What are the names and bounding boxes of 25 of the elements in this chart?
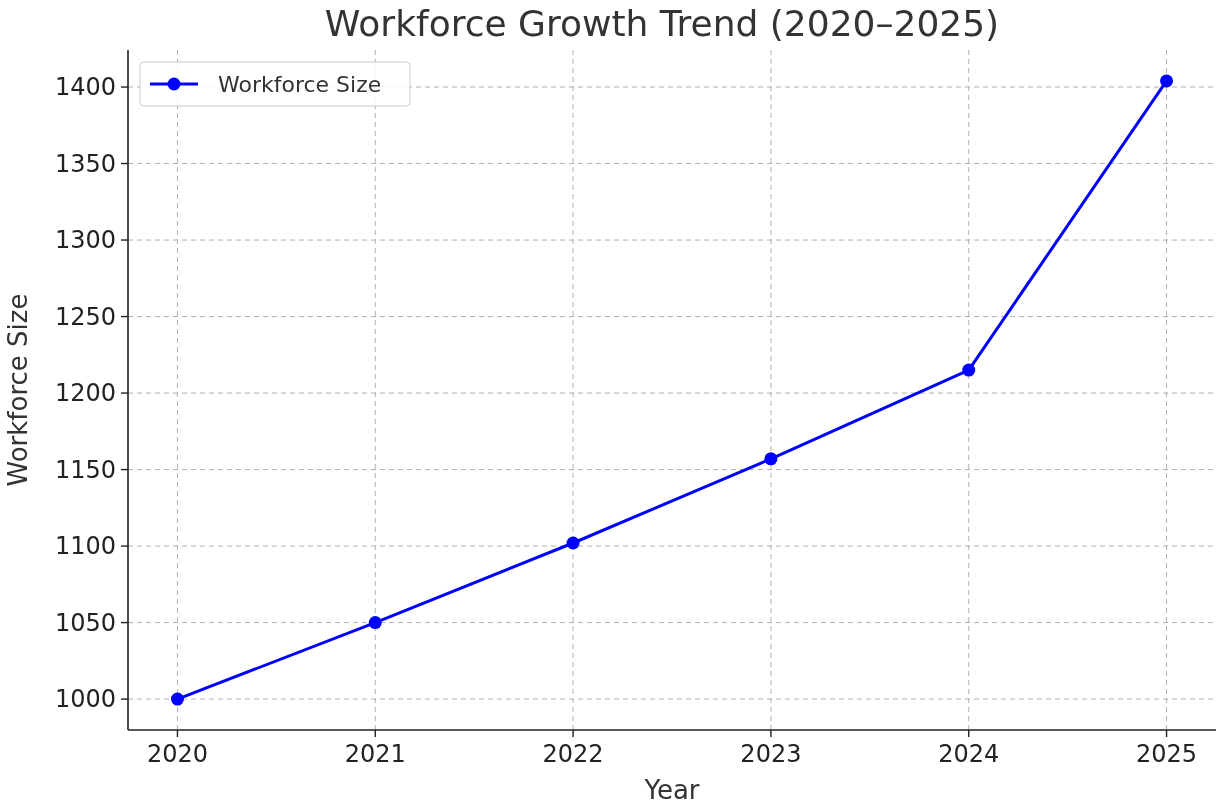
x-tick-label: 2025 — [1136, 740, 1198, 768]
point — [566, 536, 580, 550]
point — [764, 452, 778, 466]
x-tick-label: 2020 — [146, 740, 208, 768]
y-tick-label: 1400 — [54, 73, 116, 102]
x-tick-label: 2021 — [344, 740, 406, 768]
y-tick-label: 1300 — [54, 226, 116, 255]
y-tick-label: 1000 — [54, 685, 116, 714]
y-tick-label: 1100 — [54, 532, 116, 561]
y-axis-title: Workforce Size — [3, 293, 33, 487]
point — [962, 363, 976, 377]
point — [1160, 74, 1174, 88]
y-tick-label: 1200 — [54, 379, 116, 408]
x-axis-title: Year — [643, 775, 700, 805]
y-tick-label: 1150 — [54, 455, 116, 484]
point — [170, 692, 184, 706]
y-tick-label: 1350 — [54, 149, 116, 178]
x-tick-label: 2023 — [740, 740, 802, 768]
x-tick-label: 2024 — [938, 740, 1000, 768]
chart-title: Workforce Growth Trend (2020–2025) — [324, 3, 1000, 44]
y-tick-label: 1250 — [54, 302, 116, 331]
x-tick-label: 2022 — [542, 740, 604, 768]
legend-label: Workforce Size — [218, 71, 382, 97]
y-tick-label: 1050 — [54, 608, 116, 637]
point — [368, 616, 382, 630]
